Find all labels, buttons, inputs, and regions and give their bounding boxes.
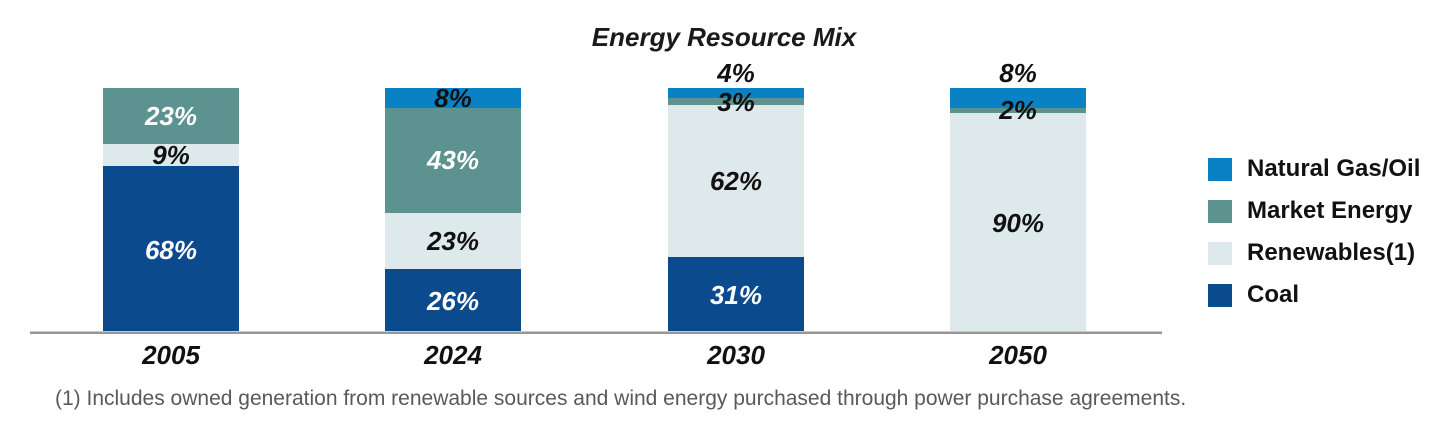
segment-label: 8%	[434, 82, 472, 113]
category-label-2030: 2030	[707, 340, 765, 370]
legend-label: Market Energy	[1247, 197, 1413, 224]
legend-item-natural-gas-oil: Natural Gas/Oil	[1208, 155, 1420, 183]
segment-natural-gas-oil	[950, 88, 1086, 108]
legend-swatch-icon	[1208, 283, 1232, 307]
category-label-2005: 2005	[142, 340, 200, 370]
segment-label: 8%	[999, 58, 1037, 89]
segment-coal: 26%	[385, 269, 521, 333]
segment-market-energy	[668, 97, 804, 106]
legend-item-coal: Coal	[1208, 281, 1420, 309]
x-axis-line	[30, 331, 1162, 334]
segment-market-energy: 23%	[103, 88, 239, 145]
segment-renewables-1-: 23%	[385, 212, 521, 270]
footnote: (1) Includes owned generation from renew…	[55, 387, 1187, 410]
category-label-2050: 2050	[989, 340, 1047, 370]
bar-2030: 4% 3% 62% 31%	[668, 60, 804, 333]
legend-label: Natural Gas/Oil	[1247, 155, 1421, 182]
segment-label: 4%	[717, 58, 755, 89]
segment-label: 26%	[426, 286, 480, 317]
segment-label: 3%	[717, 86, 755, 117]
segment-label: 62%	[709, 166, 763, 197]
segment-renewables-1-: 9%	[103, 140, 239, 171]
segment-coal: 68%	[103, 166, 239, 333]
segment-label: 68%	[144, 234, 198, 265]
legend-swatch-icon	[1208, 199, 1232, 223]
legend-label: Coal	[1247, 281, 1300, 308]
segment-label: 23%	[144, 101, 198, 132]
category-label-2024: 2024	[424, 340, 482, 370]
segment-label: 23%	[426, 226, 480, 257]
segment-natural-gas-oil	[668, 88, 804, 98]
legend-item-market-energy: Market Energy	[1208, 197, 1420, 225]
legend: Natural Gas/Oil Market Energy Renewables(1…	[1208, 155, 1420, 309]
legend-item-renewables-1-: Renewables(1)	[1208, 239, 1420, 267]
segment-label: 9%	[152, 140, 190, 171]
segment-label: 2%	[999, 95, 1037, 126]
legend-swatch-icon	[1208, 157, 1232, 181]
segment-label: 43%	[426, 145, 480, 176]
legend-label: Renewables(1)	[1247, 239, 1416, 266]
segment-label: 31%	[709, 280, 763, 311]
segment-renewables-1-: 90%	[950, 112, 1086, 333]
segment-coal: 31%	[668, 257, 804, 333]
segment-renewables-1-: 62%	[668, 105, 804, 258]
bar-2024: 8% 43% 23% 26%	[385, 82, 521, 333]
segment-market-energy	[950, 107, 1086, 113]
segment-label: 90%	[991, 207, 1045, 238]
chart-title: Energy Resource Mix	[591, 22, 857, 52]
legend-swatch-icon	[1208, 241, 1232, 265]
segment-natural-gas-oil: 8%	[385, 82, 521, 113]
bar-2005: 23% 9% 68%	[103, 88, 239, 333]
bar-2050: 8% 2% 90%	[950, 60, 1086, 333]
segment-market-energy: 43%	[385, 107, 521, 213]
